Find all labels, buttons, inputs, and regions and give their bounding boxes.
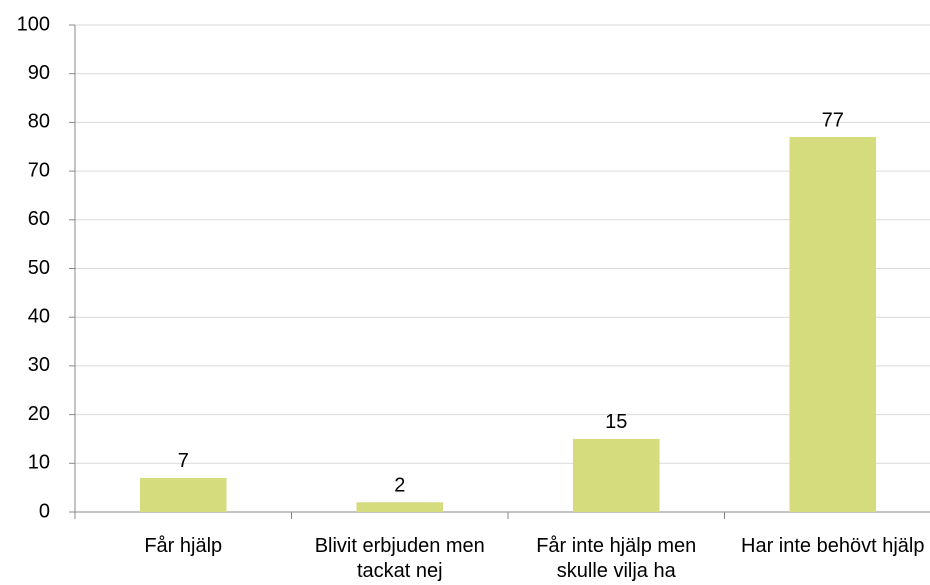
y-tick-label: 30: [28, 354, 50, 376]
bar: [356, 502, 444, 512]
y-tick-label: 90: [28, 62, 50, 84]
y-tick-label: 100: [17, 13, 50, 35]
y-tick-label: 40: [28, 305, 50, 327]
data-label: 7: [178, 450, 189, 472]
data-label: 2: [394, 475, 405, 497]
y-tick-label: 0: [39, 500, 50, 522]
x-tick-label: Har inte behövt hjälp: [741, 535, 925, 557]
y-tick-label: 10: [28, 452, 50, 474]
data-label: 15: [605, 411, 627, 433]
y-tick-label: 20: [28, 403, 50, 425]
y-tick-label: 60: [28, 208, 50, 230]
data-label: 77: [822, 109, 844, 131]
bar: [789, 137, 877, 512]
y-tick-label: 80: [28, 111, 50, 133]
x-tick-label: Blivit erbjuden men tackat nej: [314, 535, 485, 582]
y-tick-label: 70: [28, 159, 50, 181]
x-tick-label: Får inte hjälp men skulle vilja ha: [536, 535, 697, 582]
bar: [139, 477, 227, 512]
bar: [572, 438, 660, 512]
x-tick-label: Får hjälp: [144, 535, 223, 557]
y-tick-label: 50: [28, 257, 50, 279]
